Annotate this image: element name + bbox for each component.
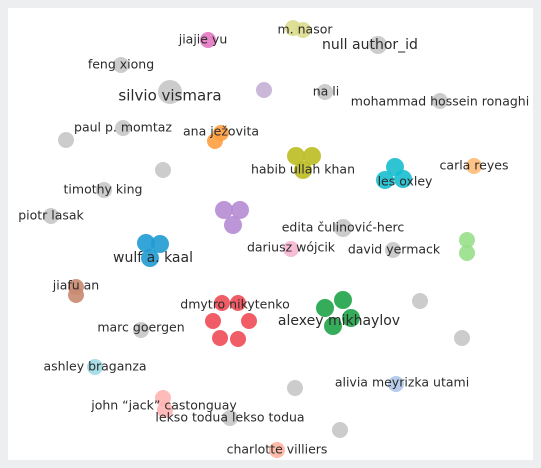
node-label[interactable]: m. nasor bbox=[277, 22, 333, 37]
node-label[interactable]: alivia meyrizka utami bbox=[335, 375, 469, 390]
node[interactable] bbox=[133, 322, 149, 338]
node[interactable] bbox=[454, 330, 470, 346]
node-label[interactable]: lekso todua lekso todua bbox=[155, 410, 304, 425]
node-label[interactable]: wulf a. kaal bbox=[113, 250, 193, 266]
node[interactable] bbox=[231, 201, 249, 219]
node[interactable] bbox=[369, 36, 387, 54]
node[interactable] bbox=[157, 402, 173, 418]
node[interactable] bbox=[269, 442, 285, 458]
node[interactable] bbox=[158, 80, 182, 104]
node[interactable] bbox=[200, 32, 216, 48]
node[interactable] bbox=[87, 359, 103, 375]
node-label[interactable]: dariusz wójcik bbox=[247, 240, 336, 255]
node[interactable] bbox=[287, 380, 303, 396]
node[interactable] bbox=[155, 162, 171, 178]
node[interactable] bbox=[137, 234, 155, 252]
node[interactable] bbox=[68, 287, 84, 303]
node[interactable] bbox=[256, 82, 272, 98]
node[interactable] bbox=[43, 208, 59, 224]
node-label[interactable]: edita čulinović-herc bbox=[282, 220, 405, 235]
node[interactable] bbox=[303, 147, 321, 165]
canvas bbox=[8, 8, 533, 460]
node-label[interactable]: null author_id bbox=[322, 37, 418, 53]
node-label[interactable]: paul p. momtaz bbox=[74, 120, 172, 135]
node[interactable] bbox=[58, 132, 74, 148]
node[interactable] bbox=[334, 219, 352, 237]
node[interactable] bbox=[385, 242, 401, 258]
node-label[interactable]: alexey mikhaylov bbox=[278, 313, 400, 329]
node[interactable] bbox=[294, 161, 312, 179]
node-label[interactable]: ana ježovita bbox=[183, 124, 259, 139]
node[interactable] bbox=[212, 330, 228, 346]
node[interactable] bbox=[332, 422, 348, 438]
node[interactable] bbox=[432, 93, 448, 109]
node-label[interactable]: carla reyes bbox=[440, 158, 509, 173]
node-label[interactable]: silvio vismara bbox=[118, 87, 221, 105]
node-label[interactable]: na li bbox=[313, 84, 340, 99]
node[interactable] bbox=[295, 22, 311, 38]
node[interactable] bbox=[334, 291, 352, 309]
node[interactable] bbox=[342, 309, 360, 327]
node[interactable] bbox=[287, 147, 305, 165]
node[interactable] bbox=[224, 216, 242, 234]
node[interactable] bbox=[459, 232, 475, 248]
node-label[interactable]: jiafu an bbox=[52, 278, 99, 293]
node-label[interactable]: dmytro nikytenko bbox=[180, 297, 289, 312]
node[interactable] bbox=[205, 313, 221, 329]
node[interactable] bbox=[376, 171, 394, 189]
node-label[interactable]: jiajie yu bbox=[178, 32, 228, 47]
node-label[interactable]: habib ullah khan bbox=[251, 162, 355, 177]
node[interactable] bbox=[466, 158, 482, 174]
node[interactable] bbox=[412, 293, 428, 309]
node[interactable] bbox=[241, 313, 257, 329]
node[interactable] bbox=[214, 295, 230, 311]
node-label[interactable]: john “jack” castonguay bbox=[90, 398, 237, 413]
node[interactable] bbox=[113, 57, 129, 73]
node-label[interactable]: feng xiong bbox=[88, 57, 154, 72]
node[interactable] bbox=[151, 235, 169, 253]
node[interactable] bbox=[324, 317, 342, 335]
node[interactable] bbox=[230, 331, 246, 347]
node[interactable] bbox=[213, 125, 229, 141]
node[interactable] bbox=[230, 295, 246, 311]
node-label[interactable]: mohammad hossein ronaghi bbox=[351, 94, 529, 109]
node[interactable] bbox=[283, 241, 299, 257]
node-label[interactable]: ashley braganza bbox=[43, 359, 146, 374]
node[interactable] bbox=[215, 201, 233, 219]
node-label[interactable]: david yermack bbox=[348, 242, 441, 257]
node[interactable] bbox=[316, 299, 334, 317]
node[interactable] bbox=[459, 245, 475, 261]
node-label[interactable]: les oxley bbox=[378, 174, 433, 189]
node[interactable] bbox=[222, 410, 238, 426]
node[interactable] bbox=[115, 120, 131, 136]
node-label[interactable]: piotr lasak bbox=[18, 208, 84, 223]
node[interactable] bbox=[155, 390, 171, 406]
node[interactable] bbox=[141, 249, 159, 267]
node-label[interactable]: marc goergen bbox=[97, 320, 184, 335]
node[interactable] bbox=[394, 170, 412, 188]
node-label[interactable]: charlotte villiers bbox=[227, 442, 328, 457]
node[interactable] bbox=[317, 84, 333, 100]
node[interactable] bbox=[96, 182, 112, 198]
node[interactable] bbox=[388, 376, 404, 392]
node-label[interactable]: timothy king bbox=[64, 182, 143, 197]
